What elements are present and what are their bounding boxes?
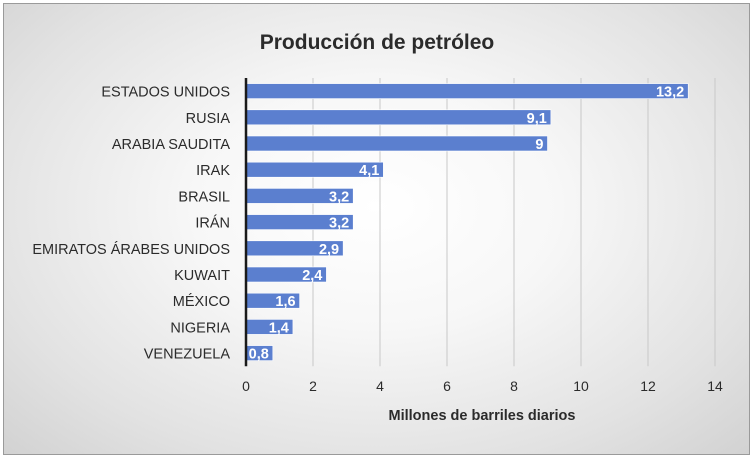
data-label: 9 [535,137,543,153]
data-label: 13,2 [656,85,684,101]
x-tick-label: 2 [309,378,317,394]
x-tick-label: 12 [640,378,656,394]
category-label: BRASIL [178,189,230,205]
category-label: VENEZUELA [144,347,231,363]
category-label: NIGERIA [170,320,230,336]
category-label: ESTADOS UNIDOS [101,85,230,101]
bars: 13,2 9,1 9 4,1 3,2 3,2 2,9 2,4 1,6 1,40,8 [245,83,689,363]
data-label: 3,2 [329,189,349,205]
x-axis-title: Millones de barriles diarios [389,408,576,424]
category-label: EMIRATOS ÁRABES UNIDOS [32,241,230,258]
category-label: ARABIA SAUDITA [112,137,231,153]
bar [245,83,689,99]
x-tick-labels: 0 2 4 6 8 10 12 14 [242,378,723,394]
x-tick-label: 10 [573,378,589,394]
data-label: 1,4 [269,320,289,336]
data-label: 4,1 [359,163,379,179]
data-label: 1,6 [275,294,295,310]
x-tick-label: 6 [443,378,451,394]
x-tick-label: 8 [510,378,518,394]
bar [245,109,552,126]
category-label: IRÁN [195,215,230,232]
data-label: 2,9 [319,242,339,258]
x-tick-label: 0 [242,378,250,394]
bar [245,135,548,152]
gridlines [312,78,716,367]
chart-frame: Producción de petróleo 13,2 9,1 9 4,1 3,2 3,2… [3,3,750,455]
x-tick-label: 4 [376,378,384,394]
x-tick-label: 14 [707,378,723,394]
data-label: 0,8 [249,347,269,363]
category-label: KUWAIT [174,268,230,284]
category-label: RUSIA [186,111,231,127]
data-label: 9,1 [527,111,547,127]
data-label: 3,2 [329,216,349,232]
chart-title: Producción de petróleo [260,31,495,54]
category-label: MÉXICO [173,293,230,310]
category-labels: ESTADOS UNIDOS RUSIA ARABIA SAUDITA IRAK BRA… [32,85,230,363]
bar-chart: Producción de petróleo 13,2 9,1 9 4,1 3,2 3,2… [32,31,723,424]
category-label: IRAK [196,163,230,179]
data-label: 2,4 [302,268,322,284]
